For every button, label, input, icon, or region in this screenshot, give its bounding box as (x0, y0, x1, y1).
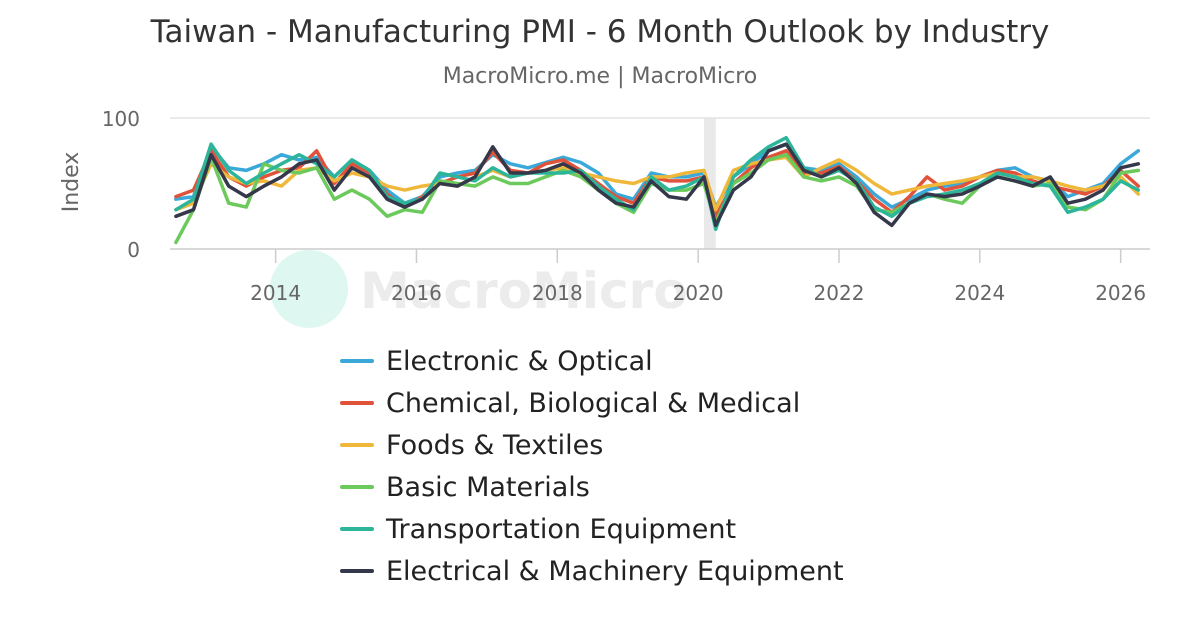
chart-title: Taiwan - Manufacturing PMI - 6 Month Out… (150, 14, 1050, 50)
x-tick-label: 2022 (814, 281, 865, 305)
legend: Electronic & Optical Chemical, Biological… (340, 340, 844, 592)
legend-item[interactable]: Electrical & Machinery Equipment (340, 550, 844, 592)
legend-label: Foods & Textiles (386, 429, 604, 461)
series-line (174, 142, 1141, 228)
x-tick-label: 2020 (673, 281, 724, 305)
legend-swatch (340, 359, 374, 363)
series-line (174, 135, 1141, 232)
x-tick-label: 2026 (1095, 281, 1146, 305)
watermark-text: MacroMicro (360, 262, 688, 320)
x-tick-label: 2014 (250, 281, 301, 305)
line-chart: MacroMicro 0 100 2014 2016 2018 2020 2022 2024… (59, 107, 1150, 328)
legend-swatch (340, 443, 374, 447)
legend-label: Electrical & Machinery Equipment (386, 555, 844, 587)
legend-label: Transportation Equipment (386, 513, 737, 545)
legend-item[interactable]: Foods & Textiles (340, 424, 844, 466)
watermark: MacroMicro (270, 250, 688, 328)
x-tick-label: 2024 (954, 281, 1005, 305)
legend-item[interactable]: Chemical, Biological & Medical (340, 382, 844, 424)
x-axis: 2014 2016 2018 2020 2022 2024 2026 (250, 249, 1146, 305)
y-axis: 0 100 (102, 107, 140, 262)
y-tick-label: 100 (102, 107, 140, 131)
x-tick-label: 2018 (532, 281, 583, 305)
shaded-period (704, 118, 716, 249)
legend-swatch (340, 401, 374, 405)
legend-label: Basic Materials (386, 471, 590, 503)
series-lines (174, 135, 1141, 245)
legend-label: Chemical, Biological & Medical (386, 387, 801, 419)
grid (170, 117, 1150, 250)
legend-swatch (340, 569, 374, 573)
legend-item[interactable]: Transportation Equipment (340, 508, 844, 550)
x-tick-label: 2016 (391, 281, 442, 305)
y-tick-label: 0 (127, 238, 140, 262)
series-line (174, 149, 1141, 219)
legend-swatch (340, 485, 374, 489)
legend-label: Electronic & Optical (386, 345, 653, 377)
legend-item[interactable]: Electronic & Optical (340, 340, 844, 382)
series-line (174, 155, 1141, 212)
chart-subtitle: MacroMicro.me | MacroMicro (442, 64, 758, 89)
legend-item[interactable]: Basic Materials (340, 466, 844, 508)
legend-swatch (340, 527, 374, 531)
y-axis-label: Index (59, 152, 84, 213)
watermark-logo-icon (270, 250, 348, 328)
